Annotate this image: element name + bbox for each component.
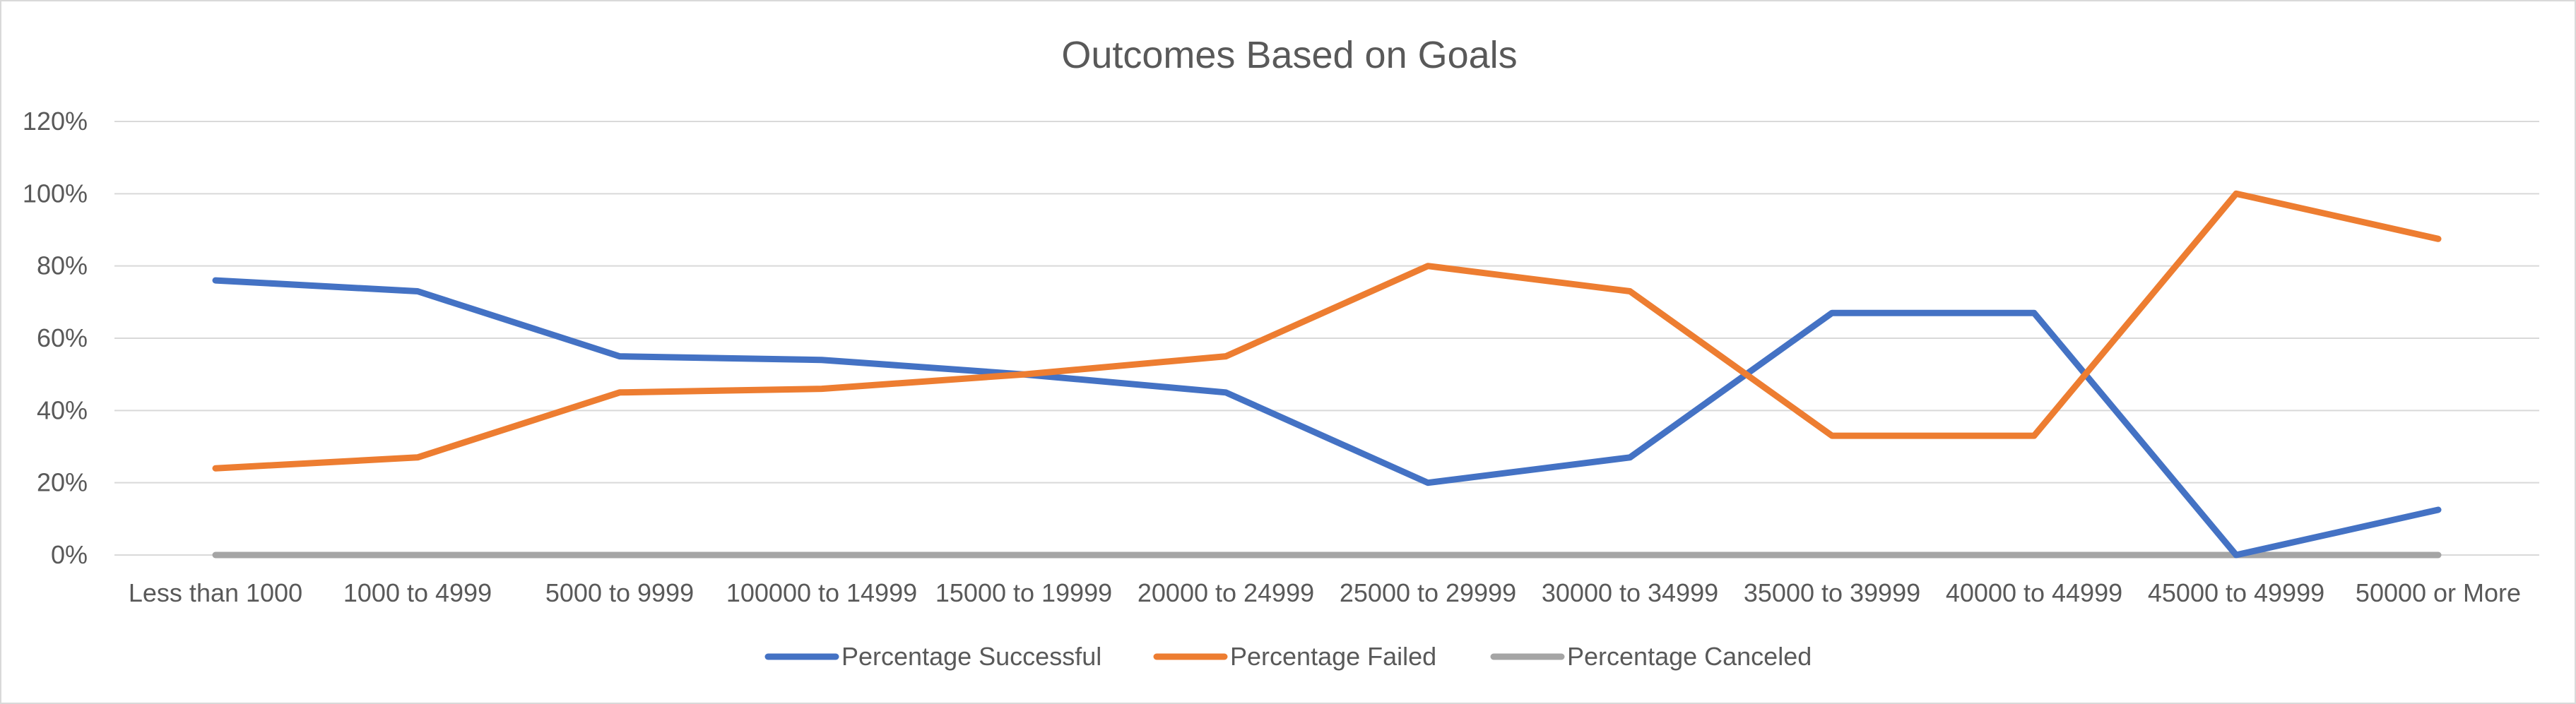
x-tick-label: 20000 to 24999 (1138, 578, 1314, 607)
legend-label-percentage-canceled: Percentage Canceled (1567, 642, 1812, 671)
y-tick-label: 100% (23, 179, 88, 208)
x-tick-label: 45000 to 49999 (2148, 578, 2324, 607)
x-tick-label: 50000 or More (2356, 578, 2521, 607)
legend-label-percentage-successful: Percentage Successful (841, 642, 1101, 671)
y-tick-label: 0% (51, 540, 88, 569)
x-tick-label: 35000 to 39999 (1744, 578, 1920, 607)
y-tick-label: 60% (37, 323, 88, 352)
x-tick-label: 15000 to 19999 (935, 578, 1112, 607)
x-tick-label: 40000 to 44999 (1946, 578, 2122, 607)
series-lines (212, 190, 2442, 559)
series-line-percentage-failed (212, 190, 2442, 472)
y-tick-label: 20% (37, 468, 88, 497)
x-tick-label: 100000 to 14999 (726, 578, 917, 607)
x-tick-label: 30000 to 34999 (1542, 578, 1718, 607)
x-tick-label: 5000 to 9999 (545, 578, 694, 607)
x-tick-label: 1000 to 4999 (343, 578, 492, 607)
legend-label-percentage-failed: Percentage Failed (1230, 642, 1436, 671)
legend: Percentage Successful Percentage Failed Pe… (764, 642, 1812, 671)
y-tick-label: 80% (37, 251, 88, 280)
y-axis-tick-labels: 0% 20% 40% 60% 80% 100% 120% (23, 107, 88, 569)
x-tick-label: Less than 1000 (129, 578, 302, 607)
gridlines (114, 121, 2539, 556)
series-line-percentage-successful (212, 277, 2442, 559)
x-tick-label: 25000 to 29999 (1340, 578, 1516, 607)
y-tick-label: 120% (23, 107, 88, 136)
y-tick-label: 40% (37, 395, 88, 424)
x-axis-tick-labels: Less than 1000 1000 to 4999 5000 to 9999 10… (129, 578, 2521, 607)
chart-title: Outcomes Based on Goals (1061, 34, 1517, 76)
